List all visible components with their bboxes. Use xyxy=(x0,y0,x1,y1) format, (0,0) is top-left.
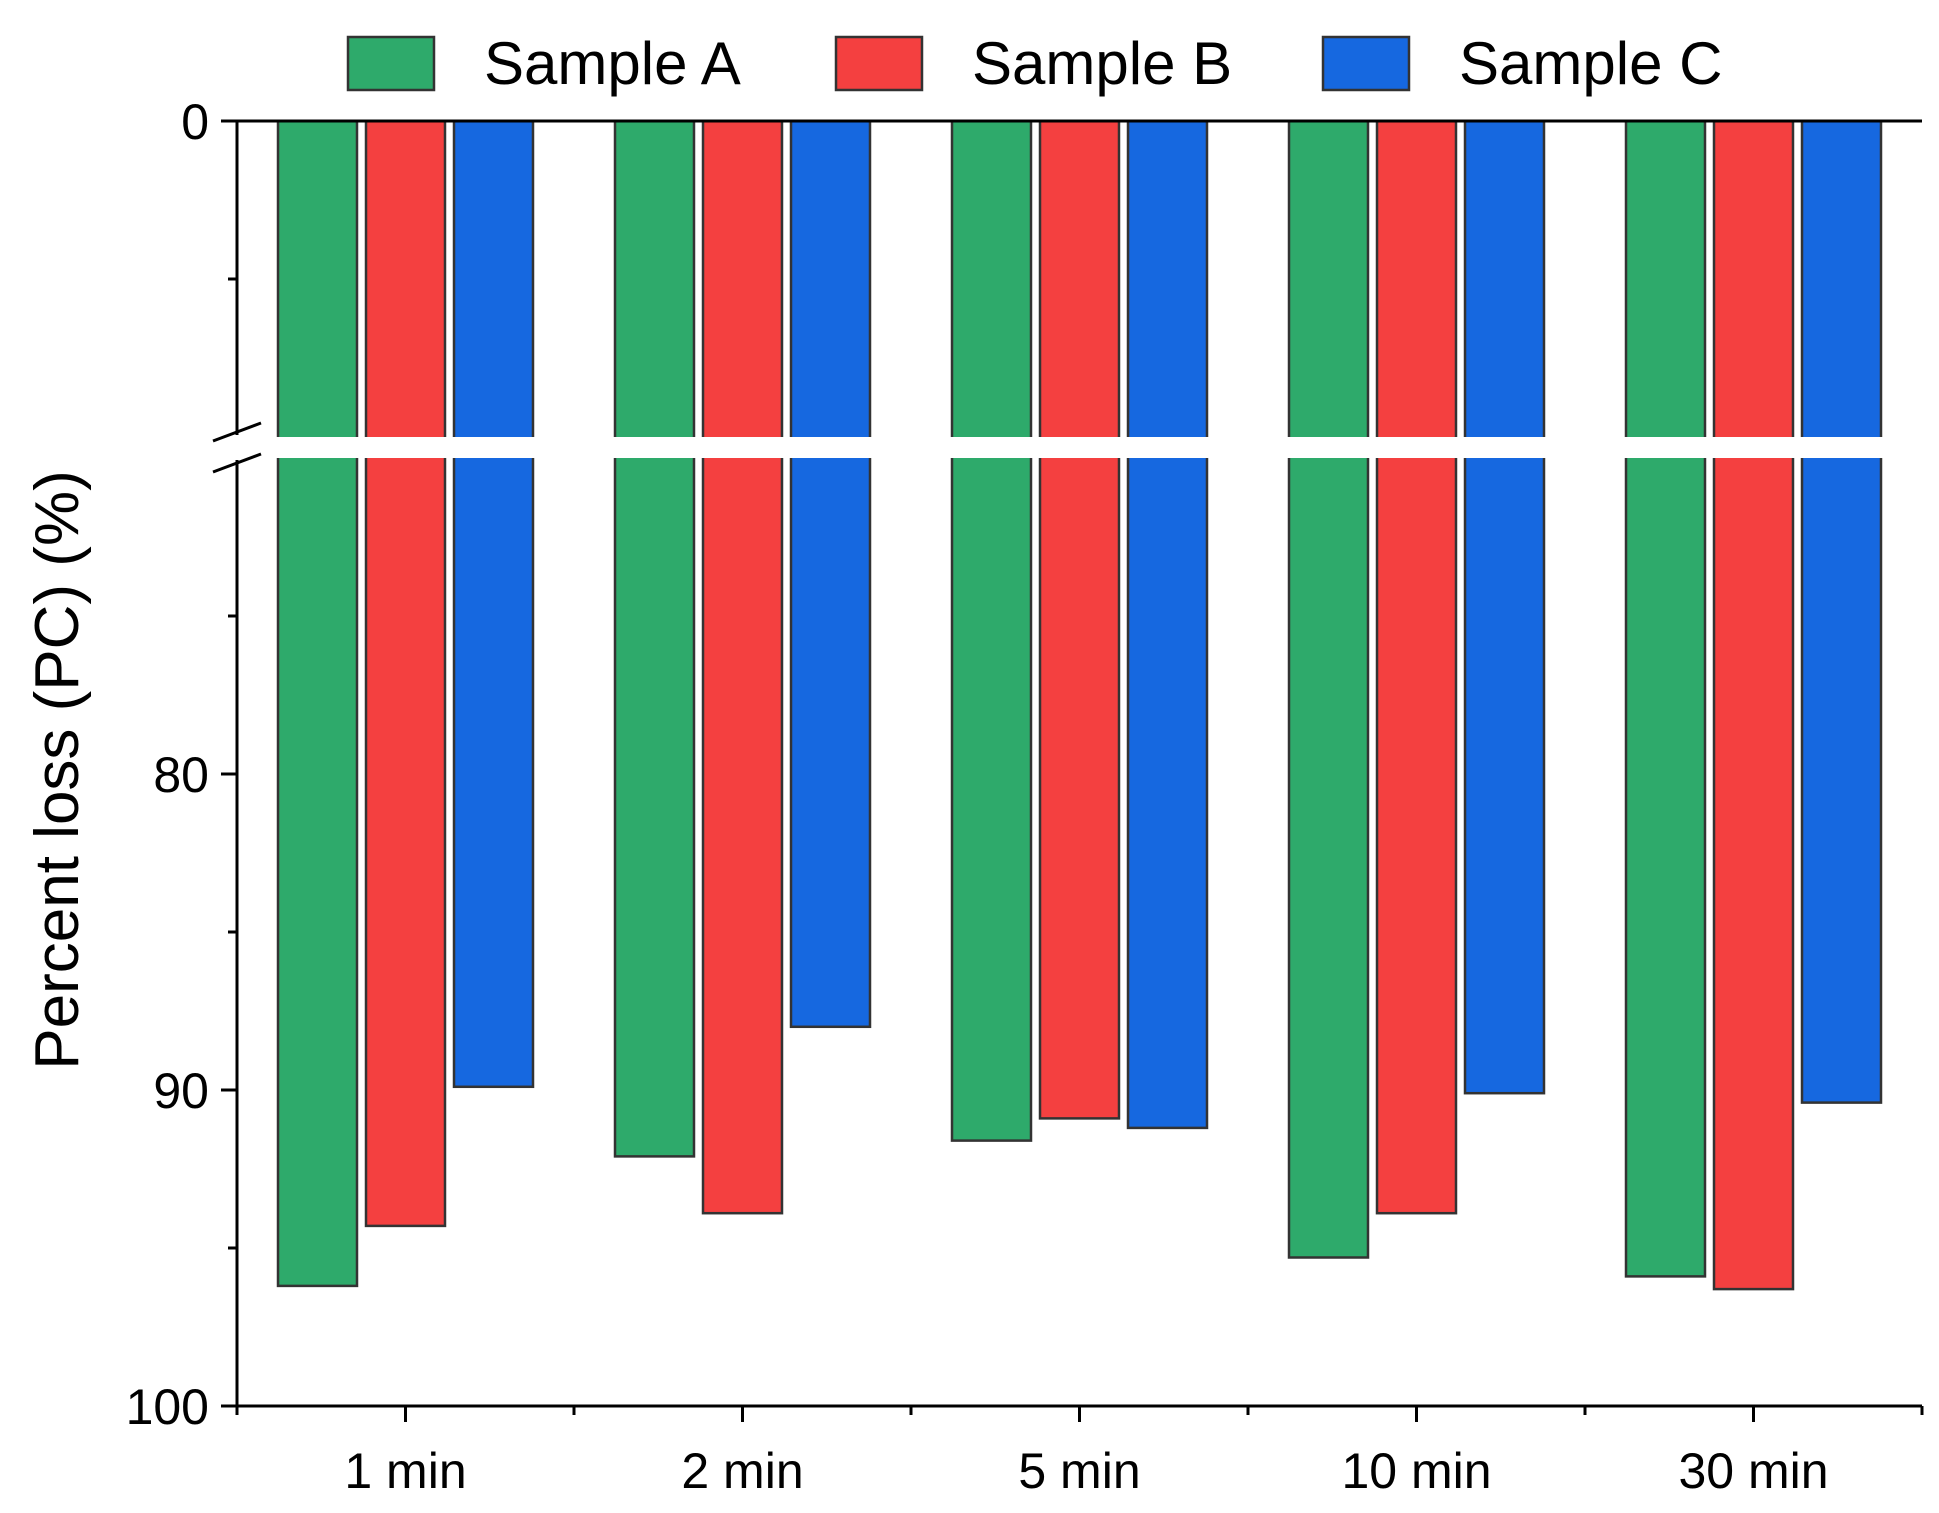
bar-sample-a-2-min xyxy=(613,119,696,1158)
x-tick-label: 10 min xyxy=(1341,1443,1491,1499)
legend-label: Sample A xyxy=(484,30,741,97)
legend-label: Sample C xyxy=(1459,30,1722,97)
axis-break-band xyxy=(612,437,873,458)
axis-break-mark xyxy=(212,452,262,474)
bars-group xyxy=(276,119,1883,1291)
axis-break-band xyxy=(275,437,536,458)
y-axis-label: Percent loss (PC) (%) xyxy=(23,470,92,1069)
bar-sample-a-5-min xyxy=(950,119,1033,1142)
axis-break-band xyxy=(1286,437,1547,458)
legend-swatch-sample-a xyxy=(346,35,436,92)
bar-sample-c-30-min xyxy=(1800,119,1883,1104)
y-tick-label: 90 xyxy=(153,1063,209,1119)
bar-sample-c-1-min xyxy=(452,119,535,1089)
x-tick-label: 5 min xyxy=(1018,1443,1140,1499)
y-tick-label: 100 xyxy=(126,1379,209,1435)
bar-sample-c-5-min xyxy=(1126,119,1209,1130)
bar-sample-a-10-min xyxy=(1287,119,1370,1259)
bar-sample-b-5-min xyxy=(1038,119,1121,1120)
bar-sample-a-30-min xyxy=(1624,119,1707,1278)
x-tick-label: 30 min xyxy=(1678,1443,1828,1499)
x-tick-label: 2 min xyxy=(681,1443,803,1499)
bar-sample-c-2-min xyxy=(789,119,872,1029)
legend: Sample A Sample B Sample C xyxy=(346,30,1722,97)
legend-swatch-sample-b xyxy=(834,35,924,92)
x-tick-label: 1 min xyxy=(344,1443,466,1499)
bar-sample-a-1-min xyxy=(276,119,359,1288)
y-tick-label: 80 xyxy=(153,747,209,803)
bar-sample-b-30-min xyxy=(1712,119,1795,1291)
y-tick-label: 0 xyxy=(181,94,209,150)
axis-break-group xyxy=(275,437,1884,458)
bar-sample-b-10-min xyxy=(1375,119,1458,1215)
legend-label: Sample B xyxy=(972,30,1232,97)
axis-break-mark xyxy=(212,421,262,443)
axis-break-band xyxy=(1623,437,1884,458)
bar-sample-b-2-min xyxy=(701,119,784,1215)
bar-sample-c-10-min xyxy=(1463,119,1546,1095)
axis-break-band xyxy=(949,437,1210,458)
legend-swatch-sample-c xyxy=(1321,35,1411,92)
axes-group: 0 80 90 100 1 min 2 min 5 min 10 min 30 min xyxy=(126,94,1924,1499)
bar-sample-b-1-min xyxy=(364,119,447,1228)
